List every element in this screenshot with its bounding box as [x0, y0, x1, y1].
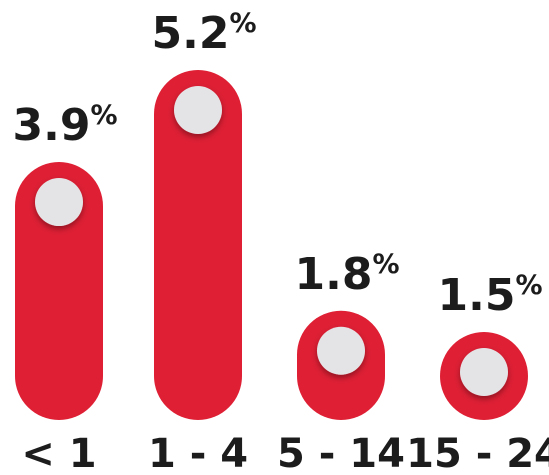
bars-group	[15, 70, 528, 420]
bar-dot-1	[35, 178, 83, 227]
value-label-4: 1.5%	[437, 270, 542, 321]
labels-group: 3.9% < 1 5.2% 1 - 4 1.8% 5 - 14 1.5% 15 - 24	[12, 8, 549, 475]
bar-dot-3	[317, 326, 365, 375]
category-label-1: < 1	[21, 431, 96, 475]
value-label-3: 1.8%	[294, 249, 399, 300]
value-label-1: 3.9%	[12, 100, 117, 151]
value-label-2: 5.2%	[151, 8, 256, 59]
bar-2	[154, 70, 242, 420]
category-label-4: 15 - 24	[406, 431, 549, 475]
bar-dot-4	[460, 348, 508, 396]
bar-1	[15, 162, 103, 420]
category-label-2: 1 - 4	[148, 431, 248, 475]
category-label-3: 5 - 14	[277, 431, 405, 475]
bar-dot-2	[174, 86, 222, 134]
